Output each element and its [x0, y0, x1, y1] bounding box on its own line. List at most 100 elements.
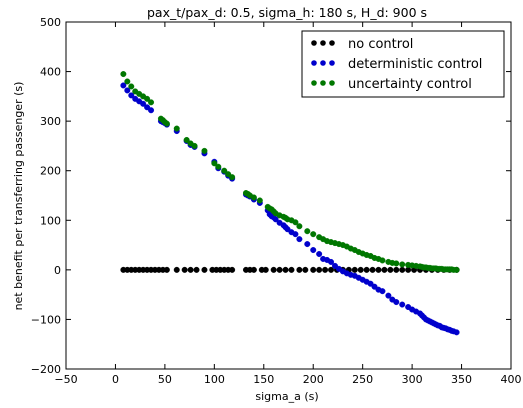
x-tick-label: 350	[451, 373, 472, 386]
data-point	[250, 266, 257, 273]
data-point	[310, 247, 317, 254]
data-point	[229, 266, 236, 273]
data-point	[256, 197, 263, 204]
data-point	[292, 231, 299, 238]
data-point	[120, 82, 127, 89]
data-point	[128, 83, 135, 90]
data-point	[140, 100, 147, 107]
data-point	[201, 147, 208, 154]
data-point	[310, 231, 317, 238]
data-point	[351, 266, 358, 273]
data-point	[211, 160, 218, 167]
data-point	[304, 228, 311, 235]
legend-marker	[311, 60, 317, 66]
y-axis-ticks: −200 −100 0 100 200 300 400 500	[31, 16, 511, 376]
legend-box	[301, 30, 505, 98]
data-point	[393, 266, 400, 273]
data-point	[284, 226, 291, 233]
data-point	[296, 236, 303, 243]
data-point	[328, 258, 335, 265]
data-point	[191, 142, 198, 149]
data-point	[304, 241, 311, 248]
data-point	[120, 71, 127, 78]
data-point	[183, 136, 190, 143]
y-tick-label: −100	[31, 313, 61, 326]
legend-marker	[320, 80, 326, 86]
data-point	[310, 266, 317, 273]
data-point	[163, 266, 170, 273]
data-point	[144, 95, 151, 102]
chart-title: pax_t/pax_d: 0.5, sigma_h: 180 s, H_d: 9…	[147, 5, 427, 20]
x-tick-label: 250	[352, 373, 373, 386]
data-point	[262, 266, 269, 273]
x-tick-label: 300	[402, 373, 423, 386]
data-point	[173, 266, 180, 273]
data-point	[453, 329, 460, 336]
data-point	[270, 266, 277, 273]
legend-label: uncertainty control	[348, 77, 472, 92]
y-tick-label: 300	[40, 115, 61, 128]
data-point	[229, 174, 236, 181]
x-tick-label: 400	[501, 373, 522, 386]
data-point	[282, 266, 289, 273]
x-axis-ticks: −50 0 50 100 150 200 250 300 350 400	[54, 22, 522, 386]
data-point	[124, 78, 131, 85]
legend-marker	[320, 40, 326, 46]
data-point	[181, 266, 188, 273]
data-point	[288, 266, 295, 273]
y-tick-label: 100	[40, 214, 61, 227]
data-point	[276, 266, 283, 273]
data-point	[393, 260, 400, 267]
data-point	[316, 266, 323, 273]
data-point	[221, 167, 228, 174]
data-point	[316, 250, 323, 257]
data-point	[187, 266, 194, 273]
x-tick-label: 0	[112, 373, 119, 386]
data-point	[363, 266, 370, 273]
data-point	[393, 299, 400, 306]
legend-marker	[329, 60, 335, 66]
data-point	[381, 266, 388, 273]
data-point	[385, 292, 392, 299]
data-point	[379, 288, 386, 295]
data-point	[399, 266, 406, 273]
data-point	[453, 266, 460, 273]
data-point	[128, 92, 135, 99]
data-point	[387, 266, 394, 273]
data-point	[331, 262, 338, 269]
y-tick-label: 500	[40, 16, 61, 29]
data-point	[296, 266, 303, 273]
legend-marker	[311, 80, 317, 86]
data-point	[328, 266, 335, 273]
data-point	[367, 280, 374, 287]
data-point	[225, 171, 232, 178]
data-point	[272, 216, 279, 223]
data-point	[144, 104, 151, 111]
series-uncertainty-control	[120, 71, 460, 273]
data-point	[148, 99, 155, 106]
x-tick-label: 200	[303, 373, 324, 386]
y-tick-label: 200	[40, 165, 61, 178]
legend-marker	[320, 60, 326, 66]
data-point	[124, 87, 131, 94]
data-point	[322, 266, 329, 273]
data-point	[379, 257, 386, 264]
data-point	[399, 301, 406, 308]
data-point	[201, 266, 208, 273]
data-point	[215, 163, 222, 170]
data-point	[357, 266, 364, 273]
data-point	[296, 223, 303, 230]
data-point	[375, 266, 382, 273]
legend-marker	[311, 40, 317, 46]
data-point	[250, 194, 257, 201]
x-tick-label: −50	[54, 373, 77, 386]
legend-marker	[329, 40, 335, 46]
legend: no control deterministic control uncertain…	[301, 30, 505, 98]
legend-label: no control	[348, 37, 413, 52]
data-point	[302, 266, 309, 273]
data-point	[399, 261, 406, 268]
data-point	[371, 283, 378, 290]
x-tick-label: 50	[158, 373, 172, 386]
data-point	[193, 266, 200, 273]
